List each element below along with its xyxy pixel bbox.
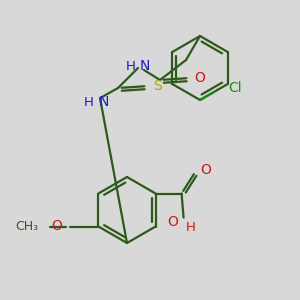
Text: N: N [99, 95, 110, 109]
Text: H: H [186, 221, 196, 234]
Text: O: O [195, 71, 206, 85]
Text: CH₃: CH₃ [15, 220, 38, 233]
Text: N: N [140, 59, 150, 73]
Text: O: O [52, 220, 62, 233]
Text: Cl: Cl [228, 81, 242, 95]
Text: O: O [200, 163, 211, 176]
Text: S: S [154, 79, 162, 93]
Text: H: H [126, 59, 136, 73]
Text: H: H [84, 95, 94, 109]
Text: O: O [168, 214, 178, 229]
